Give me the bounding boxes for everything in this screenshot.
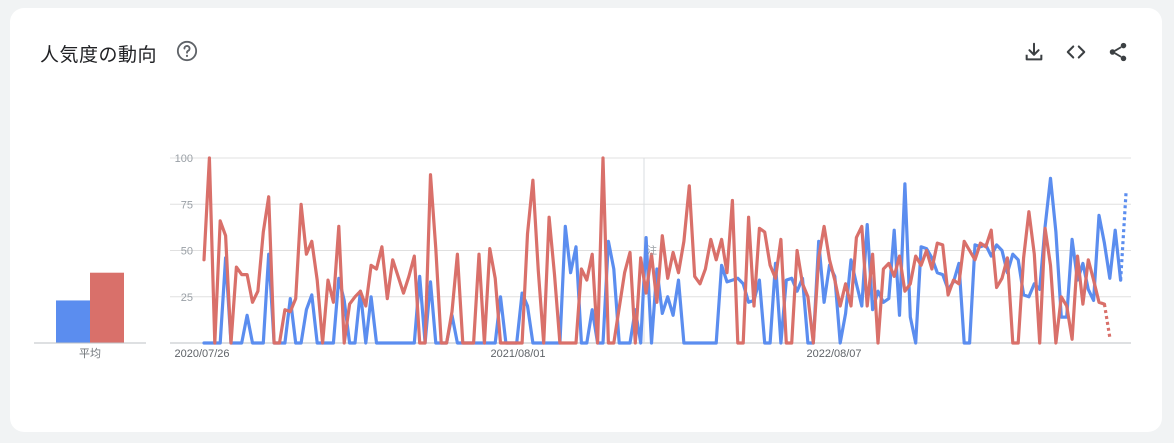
chart-labels: 25 50 75 100 注 2020/07/26 2021/08/01 2022/08/07 (174, 153, 861, 360)
average-label: 平均 (79, 347, 101, 360)
embed-code-icon (1066, 45, 1086, 59)
annotation-note-marker: 注 (647, 244, 657, 257)
series-partial-segment (1119, 193, 1128, 281)
series-partial-segment (1102, 303, 1112, 338)
average-bar-blue (56, 300, 90, 343)
series-line-red (202, 156, 1107, 345)
download-button[interactable] (1022, 40, 1046, 64)
download-icon (1025, 42, 1043, 61)
average-chart: 平均 (34, 272, 146, 360)
series-line-blue (202, 176, 1123, 345)
help-icon[interactable] (176, 40, 198, 62)
toolbar (1022, 40, 1130, 64)
x-tick-label: 2021/08/01 (490, 348, 545, 360)
average-bar-red (90, 272, 124, 343)
x-tick-label: 2022/08/07 (806, 348, 861, 360)
trend-card: 人気度の動向 (10, 8, 1162, 432)
share-button[interactable] (1106, 40, 1130, 64)
share-icon (1109, 42, 1127, 62)
y-tick-label: 25 (181, 292, 193, 304)
chart-series (202, 156, 1128, 345)
y-tick-label: 50 (181, 246, 193, 258)
x-tick-label: 2020/07/26 (174, 348, 229, 360)
y-tick-label: 100 (175, 153, 193, 165)
y-tick-label: 75 (181, 199, 193, 211)
page-title: 人気度の動向 (40, 44, 158, 66)
embed-button[interactable] (1064, 40, 1088, 64)
